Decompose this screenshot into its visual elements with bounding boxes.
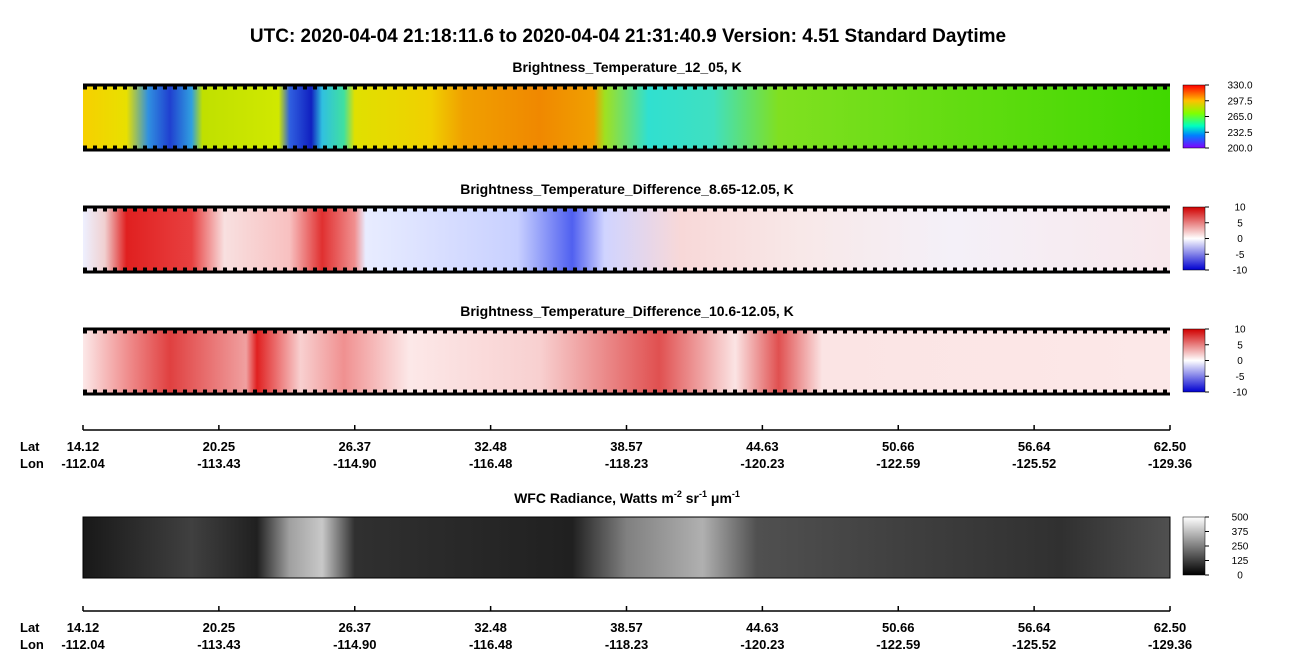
colorbar-tick-label: 232.5 bbox=[1227, 128, 1252, 139]
lon-tick-label: -112.04 bbox=[61, 637, 105, 652]
panel-title: WFC Radiance, Watts m-2 sr-1 μm-1 bbox=[514, 489, 740, 506]
lat-tick-label: 20.25 bbox=[203, 439, 236, 454]
colorbar-tick-label: 250 bbox=[1232, 542, 1249, 553]
figure-title: UTC: 2020-04-04 21:18:11.6 to 2020-04-04… bbox=[250, 26, 1006, 47]
lon-tick-label: -120.23 bbox=[740, 637, 784, 652]
colorbar-tick-label: 375 bbox=[1232, 527, 1249, 538]
colorbar bbox=[1182, 516, 1206, 576]
colorbar-tick-label: -10 bbox=[1233, 266, 1248, 277]
panel-title: Brightness_Temperature_Difference_8.65-1… bbox=[460, 181, 794, 197]
lon-label: Lon bbox=[20, 456, 44, 471]
lat-tick-label: 62.50 bbox=[1154, 439, 1187, 454]
colorbar bbox=[1182, 84, 1206, 149]
image-strip bbox=[83, 329, 1170, 394]
colorbar-tick-label: 330.0 bbox=[1227, 81, 1252, 92]
lon-tick-label: -122.59 bbox=[876, 456, 920, 471]
lat-label: Lat bbox=[20, 439, 40, 454]
lon-tick-label: -125.52 bbox=[1012, 456, 1056, 471]
colorbar-tick-label: 200.0 bbox=[1227, 144, 1252, 155]
colorbar-tick-label: 0 bbox=[1237, 571, 1243, 582]
title-part: μm bbox=[707, 490, 732, 506]
image-strip bbox=[83, 207, 1170, 272]
colorbar-tick-label: -5 bbox=[1236, 250, 1245, 261]
lon-tick-label: -113.43 bbox=[197, 637, 240, 652]
lat-tick-label: 38.57 bbox=[610, 620, 643, 635]
lat-tick-label: 50.66 bbox=[882, 620, 915, 635]
colorbar-tick-label: 0 bbox=[1237, 234, 1243, 245]
colorbar-tick-label: -5 bbox=[1236, 372, 1245, 383]
superscript: -1 bbox=[699, 489, 707, 499]
colorbar-tick-label: 125 bbox=[1232, 556, 1249, 567]
superscript: -2 bbox=[674, 489, 682, 499]
lat-tick-label: 44.63 bbox=[746, 620, 779, 635]
lat-tick-label: 62.50 bbox=[1154, 620, 1187, 635]
lon-tick-label: -116.48 bbox=[469, 637, 512, 652]
lat-tick-label: 26.37 bbox=[338, 620, 371, 635]
lat-label: Lat bbox=[20, 620, 40, 635]
lon-tick-label: -113.43 bbox=[197, 456, 240, 471]
colorbar-tick-label: 5 bbox=[1237, 218, 1243, 229]
colorbar-tick-label: 5 bbox=[1237, 340, 1243, 351]
lon-tick-label: -122.59 bbox=[876, 637, 920, 652]
lon-tick-label: -114.90 bbox=[333, 456, 376, 471]
lat-tick-label: 32.48 bbox=[474, 439, 507, 454]
lat-tick-label: 44.63 bbox=[746, 439, 779, 454]
lat-tick-label: 32.48 bbox=[474, 620, 507, 635]
lon-tick-label: -116.48 bbox=[469, 456, 512, 471]
lon-tick-label: -129.36 bbox=[1148, 456, 1192, 471]
colorbar-tick-label: 10 bbox=[1234, 203, 1246, 214]
lon-label: Lon bbox=[20, 637, 44, 652]
colorbar bbox=[1182, 328, 1206, 393]
lat-tick-label: 14.12 bbox=[67, 620, 100, 635]
superscript: -1 bbox=[732, 489, 740, 499]
colorbar-tick-label: 10 bbox=[1234, 325, 1246, 336]
lon-tick-label: -112.04 bbox=[61, 456, 105, 471]
lat-tick-label: 20.25 bbox=[203, 620, 236, 635]
lat-tick-label: 38.57 bbox=[610, 439, 643, 454]
colorbar-tick-label: -10 bbox=[1233, 388, 1248, 399]
lat-tick-label: 56.64 bbox=[1018, 439, 1051, 454]
lon-tick-label: -118.23 bbox=[605, 637, 648, 652]
lat-tick-label: 26.37 bbox=[338, 439, 371, 454]
panel-title: Brightness_Temperature_12_05, K bbox=[512, 59, 741, 75]
lon-tick-label: -129.36 bbox=[1148, 637, 1192, 652]
lat-tick-label: 50.66 bbox=[882, 439, 915, 454]
lon-tick-label: -118.23 bbox=[605, 456, 648, 471]
image-strip bbox=[83, 85, 1170, 150]
colorbar-tick-label: 265.0 bbox=[1227, 112, 1252, 123]
colorbar-tick-label: 0 bbox=[1237, 356, 1243, 367]
image-strip bbox=[82, 516, 1171, 579]
lat-tick-label: 14.12 bbox=[67, 439, 100, 454]
panel-title: Brightness_Temperature_Difference_10.6-1… bbox=[460, 303, 794, 319]
lon-tick-label: -114.90 bbox=[333, 637, 376, 652]
title-part: sr bbox=[682, 490, 700, 506]
lon-tick-label: -125.52 bbox=[1012, 637, 1056, 652]
colorbar-tick-label: 297.5 bbox=[1227, 96, 1252, 107]
title-part: WFC Radiance, Watts m bbox=[514, 490, 674, 506]
lon-tick-label: -120.23 bbox=[740, 456, 784, 471]
colorbar-tick-label: 500 bbox=[1232, 513, 1249, 524]
colorbar bbox=[1182, 206, 1206, 271]
lat-tick-label: 56.64 bbox=[1018, 620, 1051, 635]
